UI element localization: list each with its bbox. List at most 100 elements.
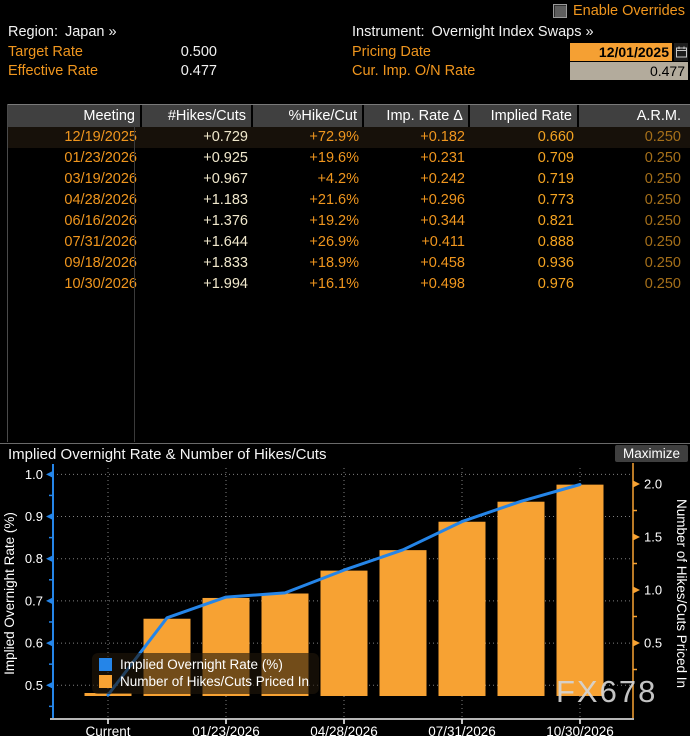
svg-text:0.9: 0.9	[25, 509, 43, 524]
pricing-date-label: Pricing Date	[352, 44, 431, 60]
table-header-row: Meeting #Hikes/Cuts %Hike/Cut Imp. Rate Δ Im…	[8, 104, 690, 127]
svg-text:04/28/2026: 04/28/2026	[310, 724, 378, 736]
table-cell: 07/31/2026	[64, 234, 137, 250]
table-cell: 0.250	[644, 234, 681, 250]
svg-text:0.7: 0.7	[25, 593, 43, 608]
legend-label: Number of Hikes/Cuts Priced In	[120, 674, 310, 689]
enable-overrides-checkbox[interactable]	[552, 4, 567, 18]
table-cell: +19.6%	[309, 150, 359, 166]
table-cell: 0.250	[644, 192, 681, 208]
svg-text:Number of Hikes/Cuts Priced In: Number of Hikes/Cuts Priced In	[674, 499, 689, 688]
table-cell: +1.644	[203, 234, 248, 250]
region-value[interactable]: Japan »	[64, 24, 117, 40]
table-cell: 0.888	[537, 234, 574, 250]
svg-text:0.6: 0.6	[25, 636, 43, 651]
table-row[interactable]: 01/23/2026 +0.925 +19.6% +0.231 0.709 0.250	[8, 148, 690, 169]
legend-label: Implied Overnight Rate (%)	[120, 657, 283, 672]
table-cell: 06/16/2026	[64, 213, 137, 229]
column-header[interactable]: Implied Rate	[470, 105, 579, 127]
table-cell: +0.296	[420, 192, 465, 208]
cur-imp-rate-input[interactable]	[570, 62, 688, 80]
instrument-value[interactable]: Overnight Index Swaps »	[431, 24, 594, 40]
table-row[interactable]: 09/18/2026 +1.833 +18.9% +0.458 0.936 0.250	[8, 253, 690, 274]
legend-item: Implied Overnight Rate (%)	[99, 657, 309, 672]
table-cell: 09/18/2026	[64, 255, 137, 271]
chart-header-divider	[0, 443, 690, 464]
table-cell: 0.250	[644, 129, 681, 145]
table-cell: +72.9%	[309, 129, 359, 145]
table-cell: +0.411	[421, 234, 465, 250]
table-cell: +0.498	[420, 276, 465, 292]
table-cell: 04/28/2026	[64, 192, 137, 208]
target-rate-value: 0.500	[180, 44, 217, 60]
table-cell: +0.242	[420, 171, 465, 187]
table-body: 12/19/2025 +0.729 +72.9% +0.182 0.660 0.250 01…	[8, 127, 690, 295]
effective-rate-value: 0.477	[180, 63, 217, 79]
svg-text:2.0: 2.0	[644, 477, 662, 492]
table-cell: 0.719	[537, 171, 574, 187]
table-cell: +0.967	[203, 171, 248, 187]
table-row[interactable]: 06/16/2026 +1.376 +19.2% +0.344 0.821 0.250	[8, 211, 690, 232]
svg-text:0.5: 0.5	[25, 678, 43, 693]
table-cell: 10/30/2026	[64, 276, 137, 292]
bar-series-swatch	[99, 675, 112, 688]
table-cell: +0.729	[203, 129, 248, 145]
table-row[interactable]: 12/19/2025 +0.729 +72.9% +0.182 0.660 0.250	[8, 127, 690, 148]
table-cell: 0.936	[537, 255, 574, 271]
svg-text:10/30/2026: 10/30/2026	[546, 724, 614, 736]
pricing-date-input[interactable]	[570, 43, 672, 61]
table-cell: +0.182	[420, 129, 465, 145]
table-cell: +0.344	[420, 213, 465, 229]
table-cell: +1.376	[203, 213, 248, 229]
left-axis: 0.5 0.6 0.7 0.8 0.9 1.0 Implied Overnight Rate…	[2, 464, 54, 719]
column-header[interactable]: Imp. Rate Δ	[364, 105, 470, 127]
table-row[interactable]: 10/30/2026 +1.994 +16.1% +0.498 0.976 0.250	[8, 274, 690, 295]
table-cell: +0.231	[420, 150, 465, 166]
table-cell: 0.976	[537, 276, 574, 292]
column-header[interactable]: Meeting	[8, 105, 142, 127]
meetings-table: Meeting #Hikes/Cuts %Hike/Cut Imp. Rate Δ Im…	[7, 104, 690, 442]
maximize-button[interactable]: Maximize	[614, 445, 688, 462]
table-row[interactable]: 07/31/2026 +1.644 +26.9% +0.411 0.888 0.250	[8, 232, 690, 253]
line-series	[106, 483, 582, 697]
svg-text:01/23/2026: 01/23/2026	[192, 724, 260, 736]
svg-text:1.5: 1.5	[644, 530, 662, 545]
chart-title: Implied Overnight Rate & Number of Hikes…	[8, 446, 327, 463]
region-label: Region:	[8, 24, 58, 40]
table-cell: +1.833	[203, 255, 248, 271]
enable-overrides-toggle[interactable]: Enable Overrides	[552, 3, 685, 19]
enable-overrides-label: Enable Overrides	[572, 3, 685, 19]
table-cell: 03/19/2026	[64, 171, 137, 187]
column-header[interactable]: #Hikes/Cuts	[142, 105, 253, 127]
table-cell: +21.6%	[309, 192, 359, 208]
table-cell: +26.9%	[309, 234, 359, 250]
effective-rate-label: Effective Rate	[8, 63, 99, 79]
table-cell: +18.9%	[309, 255, 359, 271]
legend-item: Number of Hikes/Cuts Priced In	[99, 674, 309, 689]
instrument-link[interactable]: Instrument: Overnight Index Swaps »	[352, 24, 594, 40]
table-row[interactable]: 03/19/2026 +0.967 +4.2% +0.242 0.719 0.250	[8, 169, 690, 190]
column-header[interactable]: A.R.M.	[579, 105, 690, 127]
region-link[interactable]: Region: Japan »	[8, 24, 117, 40]
table-cell: 0.773	[537, 192, 574, 208]
svg-text:Implied Overnight Rate (%): Implied Overnight Rate (%)	[2, 512, 17, 675]
chart-legend: Implied Overnight Rate (%) Number of Hik…	[92, 653, 320, 694]
table-cell: +1.994	[203, 276, 248, 292]
svg-text:0.8: 0.8	[25, 551, 43, 566]
svg-text:Current: Current	[85, 724, 130, 736]
table-cell: +19.2%	[309, 213, 359, 229]
x-axis: Current 01/23/2026 04/28/2026 07/31/2026 10/…	[50, 718, 634, 736]
table-cell: 0.250	[644, 213, 681, 229]
right-axis: 0.5 1.0 1.5 2.0 Number of Hikes/Cuts Priced …	[632, 463, 689, 719]
svg-text:1.0: 1.0	[644, 583, 662, 598]
instrument-label: Instrument:	[352, 24, 425, 40]
table-row[interactable]: 04/28/2026 +1.183 +21.6% +0.296 0.773 0.250	[8, 190, 690, 211]
column-header[interactable]: %Hike/Cut	[253, 105, 364, 127]
svg-text:1.0: 1.0	[25, 467, 43, 482]
calendar-icon[interactable]	[674, 43, 688, 61]
table-cell: 0.250	[644, 255, 681, 271]
target-rate-label: Target Rate	[8, 44, 83, 60]
table-column-separator	[134, 126, 135, 442]
table-cell: 0.660	[537, 129, 574, 145]
